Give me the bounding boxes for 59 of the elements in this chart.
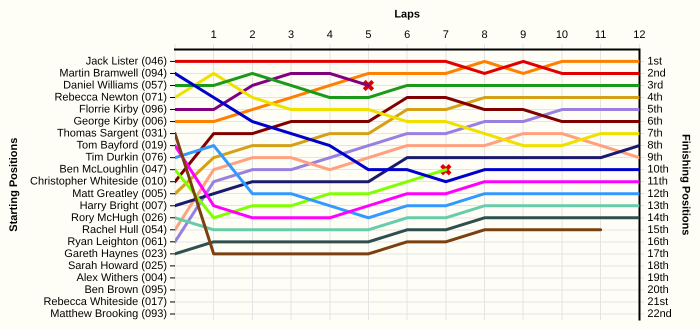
x-tick-label: 6 — [404, 28, 410, 41]
text: Starting Positions — [8, 138, 20, 232]
text: Daniel Williams (057) — [63, 80, 167, 92]
text: Christopher Whiteside (010) — [30, 176, 167, 188]
y-tick-label: 15th — [647, 224, 669, 236]
y-tick-label: 8th — [647, 140, 663, 152]
text: Rebecca Newton (071) — [54, 92, 167, 104]
text: Ben Brown (095) — [84, 284, 167, 296]
text: Thomas Sargent (031) — [56, 128, 167, 140]
x-axis-title: Laps — [394, 8, 420, 21]
y-tick-label: 4th — [647, 92, 663, 104]
x-tick-label: 5 — [365, 28, 372, 41]
y-tick-label: 6th — [647, 116, 663, 128]
y-tick-label: 14th — [647, 212, 669, 224]
text: George Kirby (006) — [73, 116, 167, 128]
y-tick-label: 2nd — [647, 67, 666, 80]
text: Ben McLoughlin (047) — [59, 164, 167, 176]
text: Sarah Howard (025) — [68, 260, 167, 272]
y-tick-label: 3rd — [647, 80, 664, 92]
x-tick-label: 1 — [210, 28, 217, 41]
y-tick-label: 20th — [647, 284, 669, 296]
y-tick-label: 17th — [647, 248, 669, 260]
text: Matt Greatley (005) — [72, 188, 167, 200]
y-tick-label: 9th — [647, 152, 663, 164]
text: Ryan Leighton (061) — [67, 236, 167, 248]
text: Martin Bramwell (094) — [59, 67, 167, 80]
y-tick-label: 7th — [647, 128, 663, 140]
x-tick-label: 12 — [633, 28, 646, 41]
x-tick-label: 8 — [481, 28, 488, 41]
y-tick-label: 16th — [647, 236, 669, 248]
y-axis-title: Finishing Positions — [679, 134, 692, 236]
x-tick-label: 3 — [288, 28, 294, 41]
text: Gareth Haynes (023) — [64, 248, 167, 260]
x-tick-label: 10 — [556, 28, 568, 41]
y-tick-label: 18th — [647, 260, 669, 272]
text: Rebecca Whiteside (017) — [43, 296, 167, 308]
y-tick-label: 12th — [647, 188, 669, 200]
y-tick-label: 11th — [647, 176, 668, 188]
x-tick-label: 4 — [326, 28, 333, 41]
text: Jack Lister (046) — [86, 55, 167, 68]
text: Matthew Brooking (093) — [50, 308, 167, 320]
text: Harry Bright (007) — [80, 200, 167, 212]
y-tick-label: 19th — [647, 272, 669, 284]
y-tick-label: 5th — [647, 104, 663, 116]
y-tick-label: 13th — [647, 200, 669, 212]
text: Alex Withers (004) — [76, 272, 167, 284]
y-tick-label: 1st — [647, 55, 662, 68]
y-tick-label: 21st — [647, 296, 668, 308]
x-tick-label: 11 — [594, 28, 606, 41]
text: Rachel Hull (054) — [82, 224, 167, 236]
x-tick-label: 7 — [442, 28, 449, 41]
text: Tom Bayford (019) — [76, 140, 167, 152]
text: Tim Durkin (076) — [86, 152, 167, 164]
text: Rory McHugh (026) — [71, 212, 167, 224]
x-tick-label: 9 — [520, 28, 526, 41]
x-tick-label: 2 — [249, 28, 256, 41]
y-tick-label: 22nd — [647, 308, 672, 320]
text: Florrie Kirby (096) — [78, 104, 167, 116]
y-tick-label: 10th — [647, 164, 669, 176]
